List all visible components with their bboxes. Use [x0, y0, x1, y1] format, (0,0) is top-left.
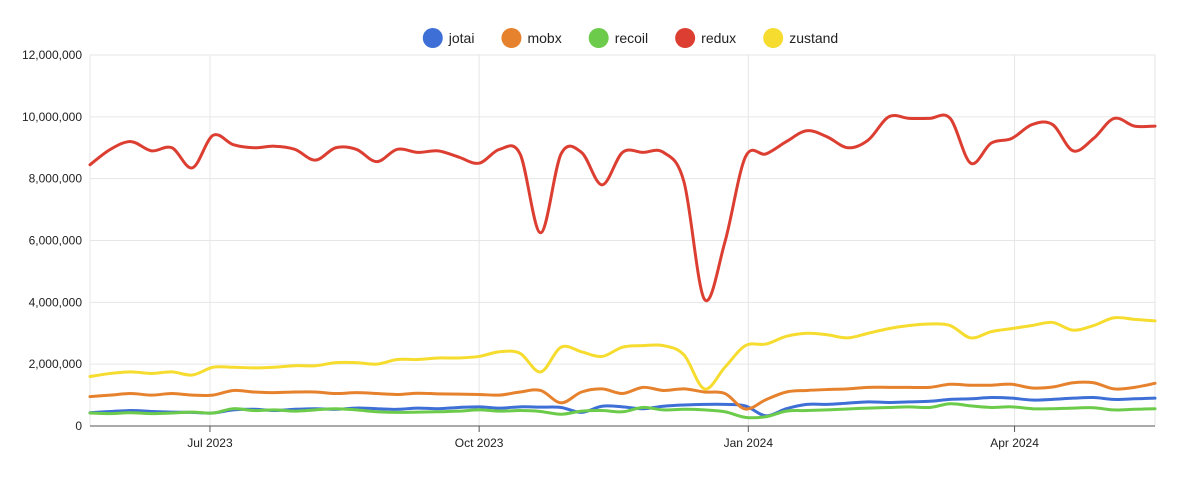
legend-item-jotai[interactable]: jotai	[422, 28, 475, 48]
legend-item-mobx[interactable]: mobx	[501, 28, 562, 48]
legend-label: zustand	[789, 30, 838, 46]
legend-item-zustand[interactable]: zustand	[763, 28, 838, 48]
y-tick-label: 2,000,000	[29, 357, 83, 371]
series-line-mobx	[88, 380, 1157, 411]
legend-swatch	[763, 28, 784, 48]
series-line-recoil	[88, 402, 1157, 420]
legend-swatch	[675, 28, 696, 48]
legend-label: recoil	[615, 30, 648, 46]
x-tick-label: Oct 2023	[455, 436, 504, 450]
x-tick-label: Jan 2024	[724, 436, 774, 450]
y-tick-label: 6,000,000	[29, 234, 83, 248]
y-tick-label: 0	[75, 419, 82, 433]
y-tick-label: 12,000,000	[22, 48, 82, 62]
series-line-redux	[88, 113, 1157, 303]
legend-item-recoil[interactable]: recoil	[588, 28, 648, 48]
legend-item-redux[interactable]: redux	[675, 28, 736, 48]
legend-swatch	[501, 28, 522, 48]
grid-layer	[89, 54, 1156, 426]
legend-swatch	[422, 28, 443, 48]
legend-label: jotai	[448, 30, 475, 46]
x-tick-label: Jul 2023	[187, 436, 233, 450]
legend-swatch	[588, 28, 609, 48]
series-line-zustand	[88, 316, 1157, 391]
series-layer	[88, 113, 1157, 420]
y-tick-label: 10,000,000	[22, 110, 82, 124]
legend-label: redux	[701, 30, 736, 46]
y-tick-label: 4,000,000	[29, 295, 83, 309]
legend-label: mobx	[527, 30, 561, 46]
x-tick-label: Apr 2024	[990, 436, 1039, 450]
legend[interactable]: jotai mobx recoil redux zustand	[422, 28, 838, 48]
axis-layer: 0 2,000,000 4,000,000 6,000,000 8,000,000 10,…	[22, 48, 1155, 450]
y-tick-label: 8,000,000	[29, 172, 83, 186]
